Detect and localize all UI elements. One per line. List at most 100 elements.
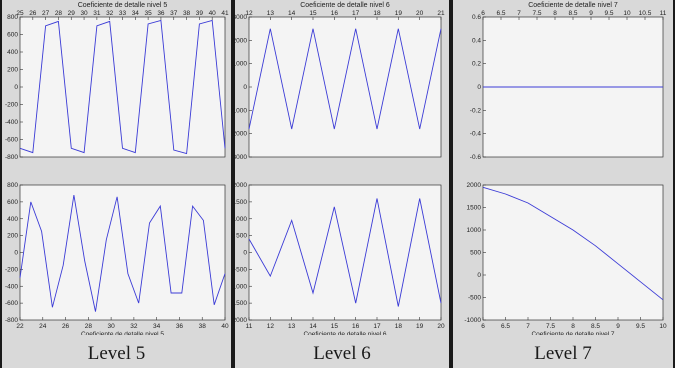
x-tick-label: 24	[39, 323, 47, 330]
y-tick-label: -500	[235, 266, 247, 273]
x-tick-label: 19	[395, 10, 403, 17]
y-tick-label: -600	[5, 300, 18, 307]
x-tick-label: 9	[589, 10, 593, 17]
y-tick-label: -400	[5, 119, 18, 126]
y-tick-label: 0.2	[472, 61, 481, 68]
y-tick-label: 500	[470, 250, 481, 257]
x-tick-label: 35	[145, 10, 153, 17]
x-tick-label: 37	[170, 10, 178, 17]
level-6-column: Level 6 3000 2000 1000 0 -1000 -2000 -3000 12 13…	[233, 0, 451, 368]
y-tick-label: -500	[468, 295, 481, 302]
x-axis-label: Coeficiente de detalle nivel 7	[531, 331, 614, 335]
x-tick-label: 6	[481, 323, 485, 330]
y-tick-label: -200	[5, 102, 18, 109]
y-tick-label: -800	[5, 154, 18, 161]
y-tick-label: 0	[477, 84, 481, 91]
chart-svg-2: 0.6 0.4 0.2 0 -0.2 -0.4 -0.6 6 6.5 7 7.5 8 8.5 9 9.5 10…	[464, 2, 667, 335]
y-tick-label: 600	[7, 199, 18, 206]
chart-panel-0: 800 600 400 200 0 -200 -400 -600 -800 25 26 27 28 29 3…	[5, 2, 229, 161]
x-tick-label: 41	[221, 10, 229, 17]
x-tick-label: 7	[517, 10, 521, 17]
y-tick-label: 1500	[235, 199, 247, 206]
x-tick-label: 21	[437, 10, 445, 17]
x-tick-label: 36	[157, 10, 165, 17]
x-tick-label: 8.5	[591, 323, 600, 330]
x-tick-label: 16	[352, 323, 360, 330]
y-tick-label: 1000	[235, 216, 247, 223]
x-tick-label: 19	[416, 323, 424, 330]
x-tick-label: 16	[331, 10, 339, 17]
y-tick-label: 2000	[235, 182, 247, 189]
chart-panel-4: 0.6 0.4 0.2 0 -0.2 -0.4 -0.6 6 6.5 7 7.5 8 8.5 9 9.5 10…	[470, 2, 667, 161]
x-tick-label: 26	[62, 323, 70, 330]
x-tick-label: 40	[209, 10, 217, 17]
y-tick-label: -0.2	[470, 107, 482, 114]
x-tick-label: 30	[80, 10, 88, 17]
level-5-column: Level 5 800 600 400 200 0 -200 -400 -600 -800 25 2…	[0, 0, 233, 368]
x-tick-label: 8	[553, 10, 557, 17]
x-tick-label: 6.5	[496, 10, 505, 17]
level-6-label: Level 6	[313, 343, 371, 364]
plot-area	[482, 184, 664, 321]
y-tick-label: -400	[5, 283, 18, 290]
x-tick-label: 22	[16, 323, 24, 330]
x-tick-label: 11	[660, 10, 667, 17]
level-5-label: Level 5	[87, 343, 146, 364]
series-line	[19, 19, 226, 155]
chart-panel-2: 3000 2000 1000 0 -1000 -2000 -3000 12 13 14 15 16 17…	[235, 2, 445, 161]
y-tick-label: 0.4	[472, 37, 481, 44]
x-tick-label: 11	[246, 323, 253, 330]
y-tick-label: 200	[7, 67, 18, 74]
y-tick-label: -0.4	[470, 131, 482, 138]
x-tick-label: 32	[106, 10, 114, 17]
x-tick-label: 15	[309, 10, 317, 17]
x-tick-label: 10.5	[639, 10, 652, 17]
x-axis-label: Coeficiente de detalle nivel 5	[81, 331, 164, 335]
x-tick-label: 7	[526, 323, 530, 330]
y-tick-label: 0	[14, 84, 18, 91]
y-tick-label: 600	[7, 32, 18, 39]
y-tick-label: 500	[236, 233, 247, 240]
x-tick-label: 18	[395, 323, 403, 330]
y-tick-label: 1000	[235, 61, 247, 68]
y-tick-label: 800	[7, 182, 18, 189]
level-7-label: Level 7	[534, 343, 592, 364]
x-tick-label: 8	[571, 323, 575, 330]
x-tick-label: 34	[153, 323, 161, 330]
y-tick-label: -3000	[235, 154, 247, 161]
y-tick-label: 3000	[235, 14, 247, 21]
x-tick-label: 7.5	[546, 323, 555, 330]
x-tick-label: 40	[221, 323, 229, 330]
x-tick-label: 13	[267, 10, 275, 17]
chart-title: Coeficiente de detalle nivel 5	[78, 2, 168, 9]
y-tick-label: 400	[7, 216, 18, 223]
x-tick-label: 6.5	[501, 323, 510, 330]
series-line	[19, 195, 226, 312]
y-tick-label: 400	[7, 49, 18, 56]
chart-title: Coeficiente de detalle nivel 7	[528, 2, 618, 9]
y-tick-label: 2000	[235, 37, 247, 44]
chart-panel-3: 2000 1500 1000 500 0 -500 -1000 -1500 -200011 12 1…	[235, 182, 445, 335]
y-tick-label: 0	[243, 84, 247, 91]
x-tick-label: 30	[107, 323, 115, 330]
x-tick-label: 7.5	[532, 10, 541, 17]
x-tick-label: 9.5	[636, 323, 645, 330]
x-tick-label: 31	[93, 10, 101, 17]
series-line	[248, 198, 442, 307]
y-tick-label: 1500	[467, 205, 482, 212]
x-tick-label: 20	[437, 323, 445, 330]
x-tick-label: 15	[331, 323, 339, 330]
plot-area	[19, 16, 226, 158]
y-tick-label: -600	[5, 137, 18, 144]
y-tick-label: 1000	[467, 227, 482, 234]
y-tick-label: 2000	[467, 182, 482, 189]
x-tick-label: 8.5	[568, 10, 577, 17]
level-7-column: Level 7 0.6 0.4 0.2 0 -0.2 -0.4 -0.6 6 6.5 7 7.5 8 8…	[451, 0, 675, 368]
x-tick-label: 9	[616, 323, 620, 330]
x-tick-label: 29	[68, 10, 76, 17]
y-tick-label: -1000	[235, 107, 247, 114]
x-tick-label: 25	[16, 10, 24, 17]
